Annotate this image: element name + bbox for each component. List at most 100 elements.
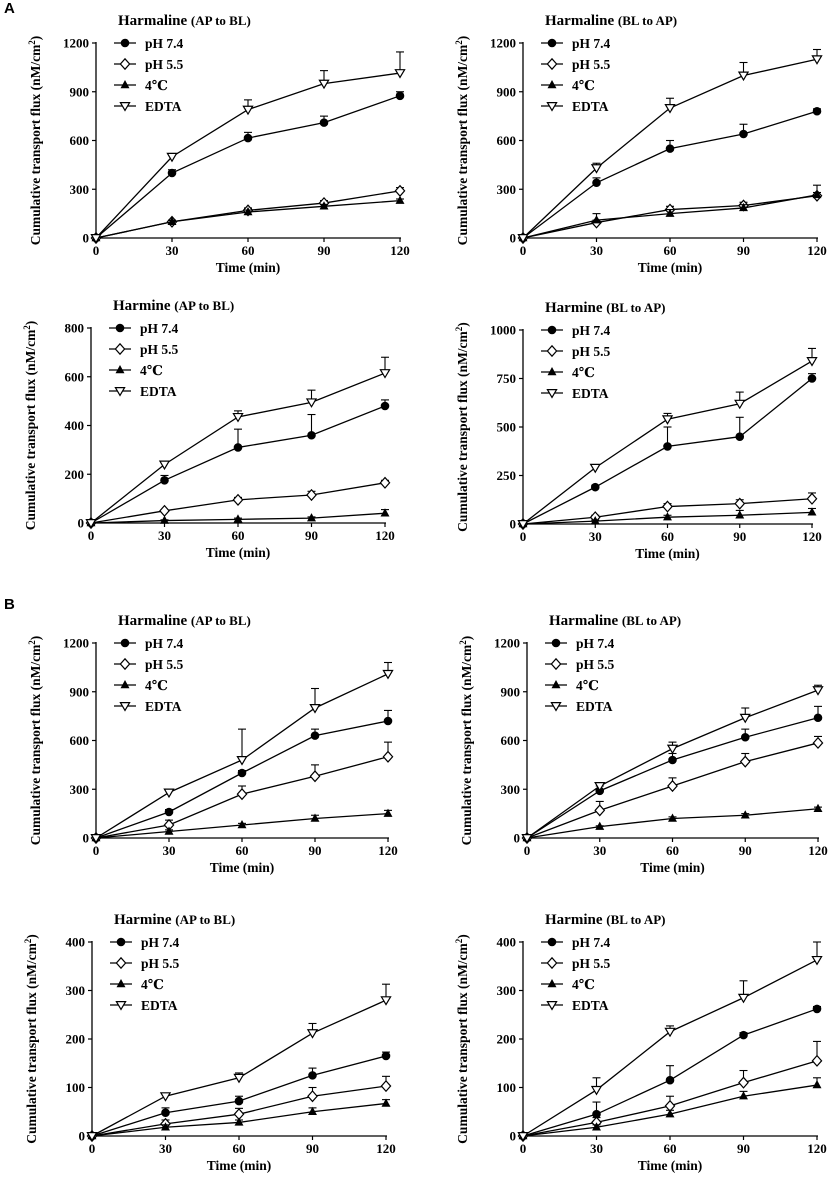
legend-marker: [546, 101, 558, 112]
y-axis-label-main: Cumulative transport flux (nM/cm: [23, 329, 38, 530]
legend-marker: [119, 657, 131, 671]
y-tick-label: 400: [66, 935, 86, 950]
chart-title-direction: (BL to AP): [622, 613, 681, 628]
y-tick-label: 600: [70, 133, 90, 148]
series-line: [526, 808, 819, 839]
y-tick-label: 300: [497, 983, 517, 998]
series-edta: [90, 661, 394, 844]
x-axis-label: Time (min): [206, 545, 271, 560]
y-tick-label: 300: [497, 182, 517, 197]
x-tick-label: 0: [520, 243, 527, 258]
data-point: [237, 819, 247, 829]
data-point: [90, 833, 102, 844]
legend-marker: [550, 657, 562, 671]
chart-title: Harmine (AP to BL): [114, 912, 235, 928]
series-line: [95, 95, 401, 239]
data-point: [740, 732, 750, 742]
legend-label-ph-5-5: pH 5.5: [572, 956, 611, 971]
chart-title-compound: Harmine: [545, 912, 606, 928]
data-point: [813, 803, 823, 812]
legend-marker: [547, 325, 557, 335]
data-point: [666, 744, 679, 755]
legend-label-ph-5-5: pH 5.5: [145, 57, 184, 72]
legend-marker: [120, 79, 130, 89]
data-point: [319, 201, 329, 210]
y-tick-label: 0: [510, 517, 517, 532]
legend-label-edta: EDTA: [140, 384, 177, 399]
x-tick-label: 120: [807, 1141, 827, 1156]
data-point: [236, 755, 248, 766]
y-axis-label-sup: 2: [458, 640, 468, 645]
legend-marker: [119, 701, 131, 712]
panel-label-b: B: [4, 596, 15, 613]
x-tick-label: 0: [88, 528, 95, 543]
chart-8: 0 30 60 90 120 0 100 200 300 400 Time (min) Cumulat…: [454, 912, 827, 1173]
legend-label-4: 4℃: [145, 78, 168, 93]
legend-label-4: 4℃: [572, 365, 595, 380]
y-tick-label: 900: [501, 684, 521, 699]
data-point: [381, 1051, 391, 1061]
data-point: [380, 508, 390, 517]
data-point: [737, 71, 750, 82]
data-point: [234, 1117, 244, 1126]
legend-marker: [546, 57, 558, 71]
data-point: [305, 398, 318, 408]
y-tick-label: 200: [66, 1032, 86, 1047]
chart-title: Harmaline (BL to AP): [549, 613, 681, 629]
x-tick-label: 60: [666, 843, 679, 858]
y-tick-label: 900: [70, 684, 90, 699]
y-axis-label-sup: 2: [27, 640, 37, 645]
data-point: [381, 1098, 391, 1107]
x-tick-label: 30: [159, 1141, 172, 1156]
data-point: [167, 168, 177, 178]
legend-marker: [116, 978, 126, 988]
x-tick-label: 90: [318, 243, 331, 258]
data-point: [380, 1079, 392, 1093]
data-point: [592, 215, 601, 224]
data-point: [309, 770, 321, 783]
data-point: [307, 513, 316, 522]
y-tick-label: 0: [83, 831, 90, 846]
data-point: [395, 195, 405, 204]
chart-4: 0 30 60 90 120 0 250 500 750 1000 Time (min) Cumula…: [454, 300, 822, 561]
y-tick-label: 100: [66, 1080, 86, 1095]
legend-marker: [546, 344, 558, 358]
data-point: [382, 750, 394, 763]
x-tick-label: 30: [593, 843, 606, 858]
y-tick-label: 900: [497, 84, 517, 99]
legend: pH 7.4 pH 5.5 4℃ EDTA: [114, 36, 184, 114]
y-axis-label-main: Cumulative transport flux (nM/cm: [24, 942, 39, 1143]
legend-marker: [547, 366, 557, 376]
legend-label-4: 4℃: [576, 678, 599, 693]
data-point: [812, 1080, 822, 1089]
data-point: [319, 118, 329, 127]
legend-label-ph-5-5: pH 5.5: [572, 57, 611, 72]
series-4: [91, 195, 405, 242]
y-axis-label: Cumulative transport flux (nM/cm2): [458, 636, 474, 846]
y-tick-label: 200: [65, 467, 85, 482]
data-point: [590, 516, 600, 525]
chart-title: Harmaline (AP to BL): [118, 13, 251, 29]
data-point: [813, 713, 823, 723]
y-axis-label-end: ): [459, 636, 474, 641]
data-point: [734, 399, 746, 410]
legend-marker: [119, 57, 131, 71]
data-point: [166, 152, 178, 163]
legend-marker: [114, 387, 126, 397]
y-tick-label: 900: [70, 84, 90, 99]
data-point: [806, 357, 818, 367]
data-point: [307, 1090, 318, 1103]
data-point: [521, 833, 533, 844]
legend-marker: [551, 679, 561, 689]
data-point: [807, 507, 817, 516]
data-point: [380, 401, 390, 411]
legend-label-ph-5-5: pH 5.5: [145, 657, 184, 672]
series-line: [522, 110, 818, 239]
x-tick-label: 30: [166, 243, 179, 258]
x-tick-label: 120: [375, 528, 395, 543]
y-axis-label-end: ): [28, 36, 43, 41]
y-tick-label: 0: [514, 831, 521, 846]
